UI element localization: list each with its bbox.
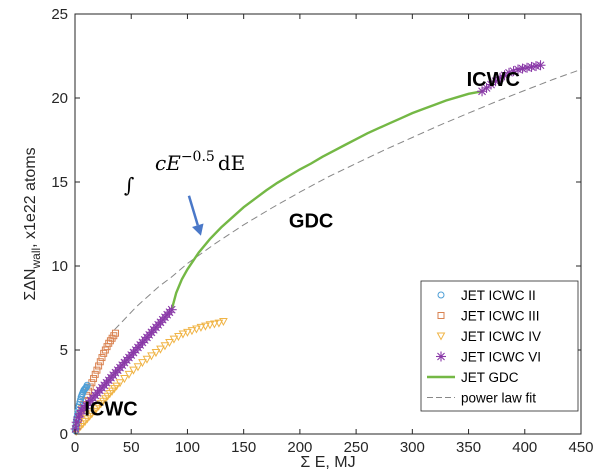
axes-layer: 0 50 100 150 200 250 300 350 400 450 0 5 10 15 20 25 [51,6,593,456]
y-tick-label: 0 [60,426,68,443]
legend-label: JET ICWC III [461,309,540,324]
x-axis-title: Σ E, MJ [300,454,355,471]
legend-swatch [437,312,445,319]
y-tick-label: 15 [51,174,68,191]
data-point [98,354,106,362]
data-point [481,82,492,93]
y-tick-label: 5 [60,342,68,359]
data-point [214,319,224,328]
data-point [111,329,119,337]
data-point [187,327,197,336]
annotation-label: ICWC [467,69,520,91]
formula-annotation: ∫ cE−0.5 dE [124,149,245,236]
x-tick-label: 100 [175,439,200,456]
data-point [169,335,179,344]
data-point [147,352,156,361]
x-tick-label: 300 [400,439,425,456]
legend-item-jet-icwc-vi: JET ICWC VI [436,350,541,365]
data-point [535,60,546,71]
legend-item-jet-gdc: JET GDC [427,370,519,385]
series-jet-gdc [170,90,483,311]
x-tick-label: 0 [71,439,79,456]
legend-swatch [437,291,445,299]
x-tick-label: 250 [344,439,369,456]
data-point [96,358,104,366]
data-point [90,375,98,383]
data-point [192,325,201,334]
annotation-layer: GDC ICWC ICWC [84,69,520,420]
formula-integral: ∫ [124,173,134,197]
x-tick-label: 50 [123,439,140,456]
data-point [205,321,215,330]
data-point [138,359,147,368]
annotation-label: ICWC [84,399,137,421]
x-tick-label: 350 [456,439,481,456]
y-axis-title: ΣΔNwall, x1e22 atoms [22,147,43,300]
formula-exponent: −0.5 [181,149,215,165]
series-jet-icwc-vi [70,60,546,434]
data-point [151,349,161,358]
data-point [91,370,99,378]
legend-label: JET ICWC IV [461,329,541,344]
legend-label: power law fit [461,391,536,406]
data-point [183,328,192,337]
data-point [112,382,121,391]
data-point [201,322,210,331]
x-tick-label: 400 [512,439,537,456]
data-point [196,323,206,332]
legend-item-jet-icwc-ii: JET ICWC II [437,288,536,303]
annotation-label: GDC [289,210,333,232]
data-point [120,375,129,384]
data-point [156,345,165,354]
data-point [95,362,103,370]
formula-body: cE [155,151,181,175]
y-tick-label: 10 [51,258,68,275]
data-point [142,355,152,364]
data-point [83,381,91,389]
y-tick-label: 25 [51,6,68,23]
data-point [124,370,134,379]
legend-label: JET ICWC II [461,288,536,303]
y-axis-title-rest: , x1e22 atoms [22,147,39,248]
y-tick-label: 20 [51,90,68,107]
formula-de: dE [218,151,245,175]
data-point [174,333,183,342]
legend-items: JET ICWC II JET ICWC III JET ICWC IV JET IC… [427,288,541,406]
series-line-jet-gdc [170,90,483,311]
data-point [133,363,143,372]
data-point [129,366,138,375]
legend-label: JET GDC [461,370,519,385]
series-power-law-fit [114,68,582,331]
formula-arrowhead [192,223,204,236]
formula-arrow [187,195,199,226]
y-axis-title-main: ΣΔN [22,269,39,301]
legend-swatch [436,332,446,341]
data-point [166,304,177,315]
legend-item-jet-icwc-iv: JET ICWC IV [436,329,541,344]
x-tick-label: 150 [231,439,256,456]
data-point [93,366,101,374]
data-point [115,379,125,388]
y-axis-title-subscript: wall [29,248,43,270]
formula-text: cE−0.5 dE [155,149,245,175]
data-point [178,330,188,339]
legend-item-power-law-fit: power law fit [427,391,536,406]
data-point [210,320,219,329]
data-point [219,317,228,326]
legend: JET ICWC II JET ICWC III JET ICWC IV JET IC… [420,280,579,412]
legend-box [420,280,579,412]
data-point [165,338,174,347]
data-point [160,342,170,351]
series-layer [70,60,582,437]
series-line-power-law-fit [114,68,582,331]
legend-item-jet-icwc-iii: JET ICWC III [437,309,540,324]
data-point [499,70,510,81]
legend-swatch [436,351,446,362]
data-point [70,423,81,434]
data-point [526,61,537,72]
legend-label: JET ICWC VI [461,350,541,365]
x-tick-label: 450 [568,439,593,456]
x-tick-label: 200 [287,439,312,456]
